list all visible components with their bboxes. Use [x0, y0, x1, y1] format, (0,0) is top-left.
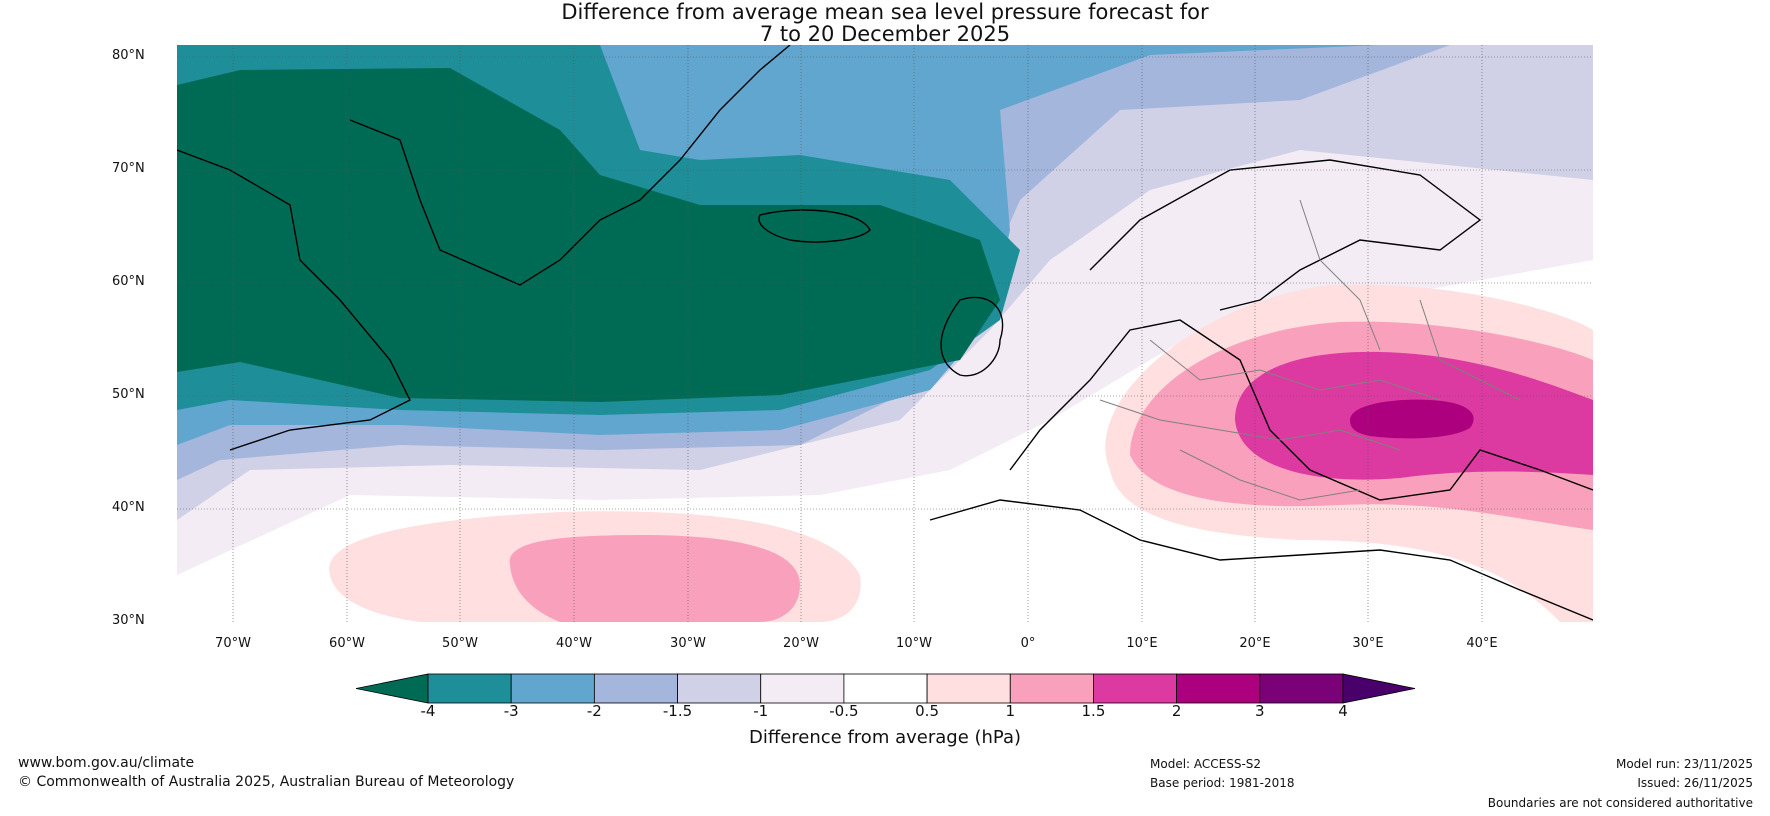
anomaly-band-minus-4: [177, 68, 1000, 402]
copyright-text: © Commonwealth of Australia 2025, Austra…: [18, 774, 515, 790]
lon-label-40W: 40°W: [556, 636, 592, 651]
lat-label-80N: 80°N: [112, 48, 145, 63]
colorbar-tick-label: -3: [503, 702, 519, 720]
graticule: [177, 45, 1593, 622]
colorbar-tick-label: -1: [753, 702, 769, 720]
colorbar-tick-label: 0.5: [915, 702, 939, 720]
lon-label-30E: 30°E: [1352, 636, 1384, 651]
labrador-coastline: [177, 149, 411, 451]
lon-label-0: 0°: [1020, 636, 1036, 651]
lon-label-40E: 40°E: [1466, 636, 1498, 651]
colorbar-swatch: [926, 673, 1011, 704]
lat-label-30N: 30°N: [112, 613, 145, 628]
colorbar-tick-label: 4: [1338, 702, 1348, 720]
colorbar-tick-label: 2: [1171, 702, 1182, 720]
atlantic-band-plus-1: [509, 535, 800, 622]
iceland-coastline: [758, 209, 871, 243]
colorbar-swatch: [510, 673, 595, 704]
lon-label-70W: 70°W: [215, 636, 251, 651]
colorbar-tick-label: -0.5: [829, 702, 859, 720]
colorbar-tick-label: 1.5: [1081, 702, 1106, 720]
lon-label-60W: 60°W: [329, 636, 365, 651]
lon-label-50W: 50°W: [442, 636, 478, 651]
coastlines: [177, 45, 1593, 621]
boundaries-text: Boundaries are not considered authoritat…: [1487, 796, 1753, 810]
lon-label-30W: 30°W: [670, 636, 706, 651]
anomaly-band-plus-2: [1350, 399, 1474, 439]
lon-label-20W: 20°W: [783, 636, 819, 651]
lon-label-10W: 10°W: [896, 636, 932, 651]
base-period-text: Base period: 1981-2018: [1150, 776, 1295, 790]
colorbar-tick-label: -2: [586, 702, 602, 720]
colorbar-swatch: [1009, 673, 1094, 704]
colorbar-tick-label: -4: [420, 702, 436, 720]
lat-label-50N: 50°N: [112, 387, 145, 402]
colorbar-swatch: [593, 673, 678, 704]
lat-label-60N: 60°N: [112, 274, 145, 289]
lon-label-10E: 10°E: [1126, 636, 1158, 651]
model-text: Model: ACCESS-S2: [1150, 757, 1262, 771]
scandinavia-coastline: [1089, 159, 1482, 311]
country-borders: [1099, 199, 1521, 501]
colorbar-tick-label: -1.5: [662, 702, 693, 720]
colorbar-swatch: [1176, 673, 1261, 704]
europe-coastline: [1009, 319, 1593, 501]
colorbar-swatch: [427, 673, 512, 704]
lon-label-20E: 20°E: [1239, 636, 1271, 651]
colorbar-swatch: [677, 673, 762, 704]
colorbar-tick-label: 1: [1005, 702, 1016, 720]
issued-text: Issued: 26/11/2025: [1637, 776, 1753, 790]
lat-label-40N: 40°N: [112, 500, 145, 515]
colorbar-swatch: [760, 673, 845, 704]
model-run-text: Model run: 23/11/2025: [1615, 757, 1753, 771]
lat-label-70N: 70°N: [112, 161, 145, 176]
colorbar-swatch: [843, 673, 928, 704]
chart-title-line2: 7 to 20 December 2025: [759, 22, 1011, 46]
mediterranean-coastline: [929, 499, 1593, 621]
colorbar-swatch: [1093, 673, 1178, 704]
uk-coastline: [940, 296, 1004, 377]
greenland-coastline: [349, 45, 791, 286]
website-text: www.bom.gov.au/climate: [18, 755, 195, 771]
colorbar-label: Difference from average (hPa): [748, 727, 1022, 748]
colorbar-extend-low: [355, 673, 429, 704]
chart-title-line1: Difference from average mean sea level p…: [561, 0, 1209, 24]
colorbar-tick-label: 3: [1255, 702, 1265, 720]
colorbar-extend-high: [1342, 673, 1416, 704]
colorbar-swatch: [1259, 673, 1344, 704]
colorbar: [355, 673, 1416, 704]
